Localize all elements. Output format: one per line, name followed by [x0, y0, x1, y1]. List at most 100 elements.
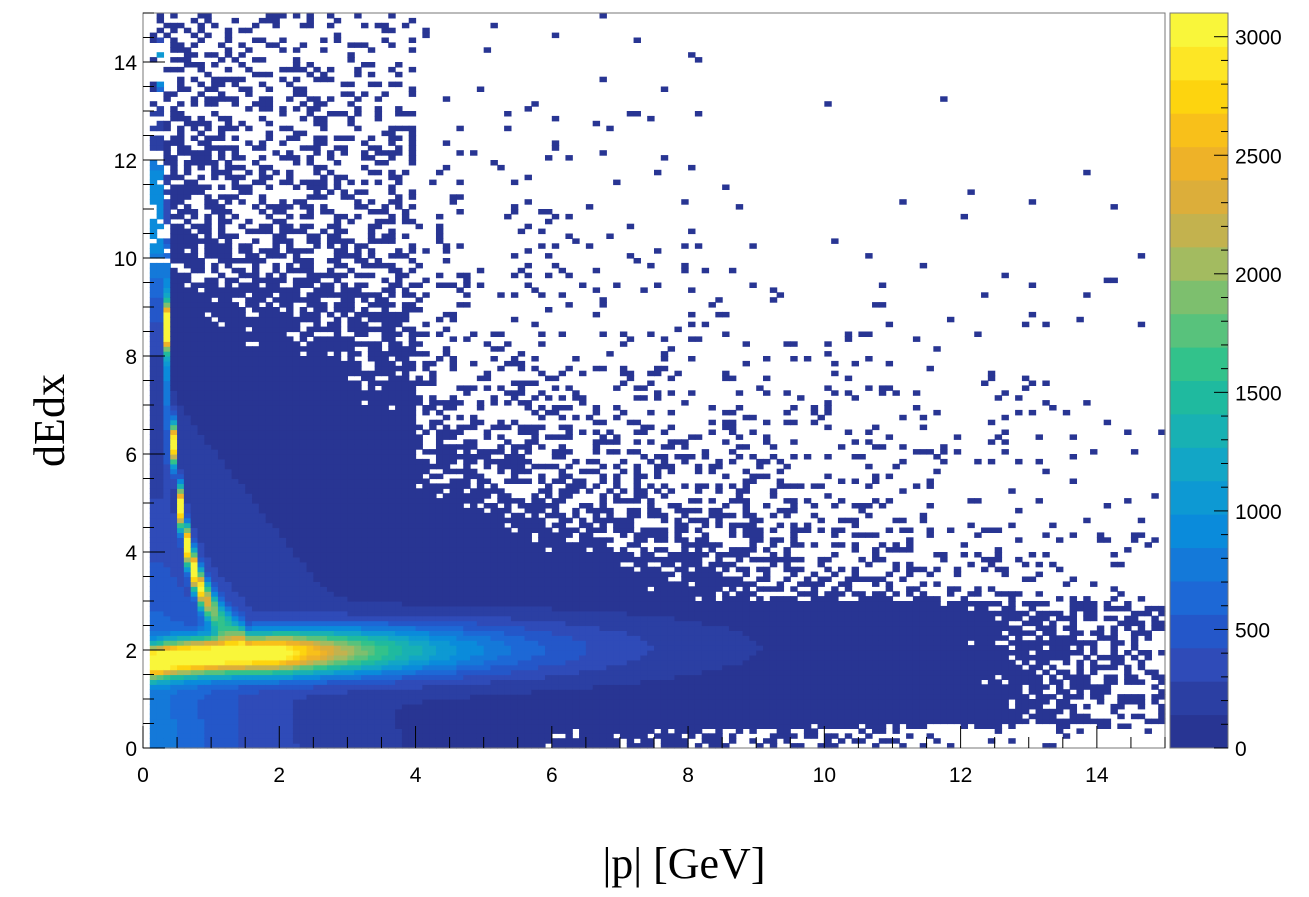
heatmap-cell	[177, 405, 185, 411]
heatmap-cell	[361, 630, 369, 636]
heatmap-cell	[156, 385, 165, 391]
heatmap-cell	[381, 679, 389, 685]
heatmap-cell	[320, 194, 328, 200]
heatmap-cell	[286, 248, 294, 254]
heatmap-cell	[292, 409, 301, 416]
heatmap-cell	[156, 439, 165, 445]
heatmap-cell	[442, 454, 451, 460]
heatmap-cell	[435, 517, 444, 524]
heatmap-cell	[456, 581, 464, 587]
heatmap-cell	[361, 370, 369, 377]
heatmap-cell	[156, 463, 165, 470]
heatmap-cell	[170, 718, 178, 725]
heatmap-cell	[422, 694, 430, 700]
heatmap-cell	[374, 586, 383, 592]
heatmap-cell	[197, 449, 205, 455]
heatmap-cell	[177, 718, 185, 725]
heatmap-cell	[197, 522, 205, 529]
heatmap-cell	[286, 174, 294, 181]
heatmap-cell	[395, 81, 403, 88]
heatmap-cell	[299, 699, 308, 705]
heatmap-cell	[197, 331, 205, 337]
heatmap-cell	[354, 292, 362, 298]
heatmap-cell	[156, 650, 165, 656]
heatmap-cell	[388, 723, 396, 729]
heatmap-cell	[170, 586, 178, 592]
heatmap-cell	[408, 47, 417, 53]
heatmap-cell	[231, 561, 239, 568]
heatmap-cell	[326, 733, 335, 739]
heatmap-cell	[197, 414, 205, 421]
heatmap-cell	[388, 424, 396, 431]
heatmap-cell	[333, 429, 342, 435]
heatmap-cell	[347, 218, 355, 225]
heatmap-cell	[217, 473, 226, 480]
heatmap-cell	[197, 556, 205, 563]
heatmap-cell	[272, 674, 280, 680]
heatmap-cell	[238, 458, 246, 465]
heatmap-cell	[258, 155, 267, 161]
heatmap-cell	[292, 556, 301, 563]
heatmap-cell	[374, 645, 383, 651]
heatmap-cell	[190, 571, 199, 578]
heatmap-cell	[163, 405, 171, 411]
heatmap-cell	[272, 650, 280, 656]
heatmap-cell	[388, 429, 396, 435]
heatmap-cell	[265, 253, 274, 259]
heatmap-cell	[429, 684, 437, 690]
heatmap-cell	[177, 547, 185, 553]
heatmap-cell	[156, 596, 165, 602]
heatmap-cell	[197, 586, 205, 592]
heatmap-cell	[388, 287, 396, 293]
heatmap-cell	[197, 316, 205, 323]
heatmap-cell	[395, 199, 403, 205]
heatmap-cell	[347, 547, 355, 553]
heatmap-cell	[347, 57, 355, 63]
heatmap-cell	[442, 405, 451, 411]
heatmap-cell	[286, 267, 294, 274]
heatmap-cell	[238, 76, 246, 83]
heatmap-cell	[456, 615, 464, 622]
heatmap-cell	[190, 248, 199, 254]
heatmap-cell	[231, 444, 239, 450]
heatmap-cell	[258, 596, 267, 602]
heatmap-cell	[170, 66, 178, 73]
heatmap-cell	[265, 120, 274, 127]
heatmap-cell	[245, 527, 253, 533]
heatmap-cell	[279, 561, 287, 568]
heatmap-cell	[320, 547, 328, 553]
heatmap-cell	[163, 458, 171, 465]
heatmap-cell	[326, 517, 335, 524]
heatmap-cell	[217, 253, 226, 259]
heatmap-cell	[361, 62, 369, 68]
heatmap-cell	[156, 213, 165, 220]
heatmap-cell	[326, 630, 335, 636]
heatmap-cell	[340, 728, 348, 734]
heatmap-cell	[204, 542, 212, 548]
heatmap-cell	[422, 674, 430, 680]
heatmap-cell	[238, 640, 246, 646]
heatmap-cell	[149, 743, 158, 749]
heatmap-cell	[347, 336, 355, 342]
heatmap-cell	[299, 419, 308, 426]
heatmap-cell	[190, 189, 199, 195]
heatmap-cell	[333, 302, 342, 308]
heatmap-cell	[320, 659, 328, 666]
heatmap-cell	[361, 601, 369, 607]
heatmap-cell	[401, 213, 410, 220]
heatmap-cell	[422, 331, 430, 337]
heatmap-cell	[224, 566, 233, 573]
heatmap-cell	[367, 439, 376, 445]
heatmap-cell	[279, 669, 287, 676]
heatmap-cell	[449, 650, 458, 656]
heatmap-cell	[408, 596, 417, 602]
heatmap-cell	[463, 512, 471, 519]
heatmap-cell	[252, 375, 260, 382]
heatmap-cell	[245, 331, 253, 337]
heatmap-cell	[204, 537, 212, 543]
heatmap-cell	[422, 321, 430, 328]
heatmap-cell	[211, 385, 219, 391]
heatmap-cell	[231, 713, 239, 720]
heatmap-cell	[245, 664, 253, 671]
heatmap-cell	[279, 503, 287, 509]
